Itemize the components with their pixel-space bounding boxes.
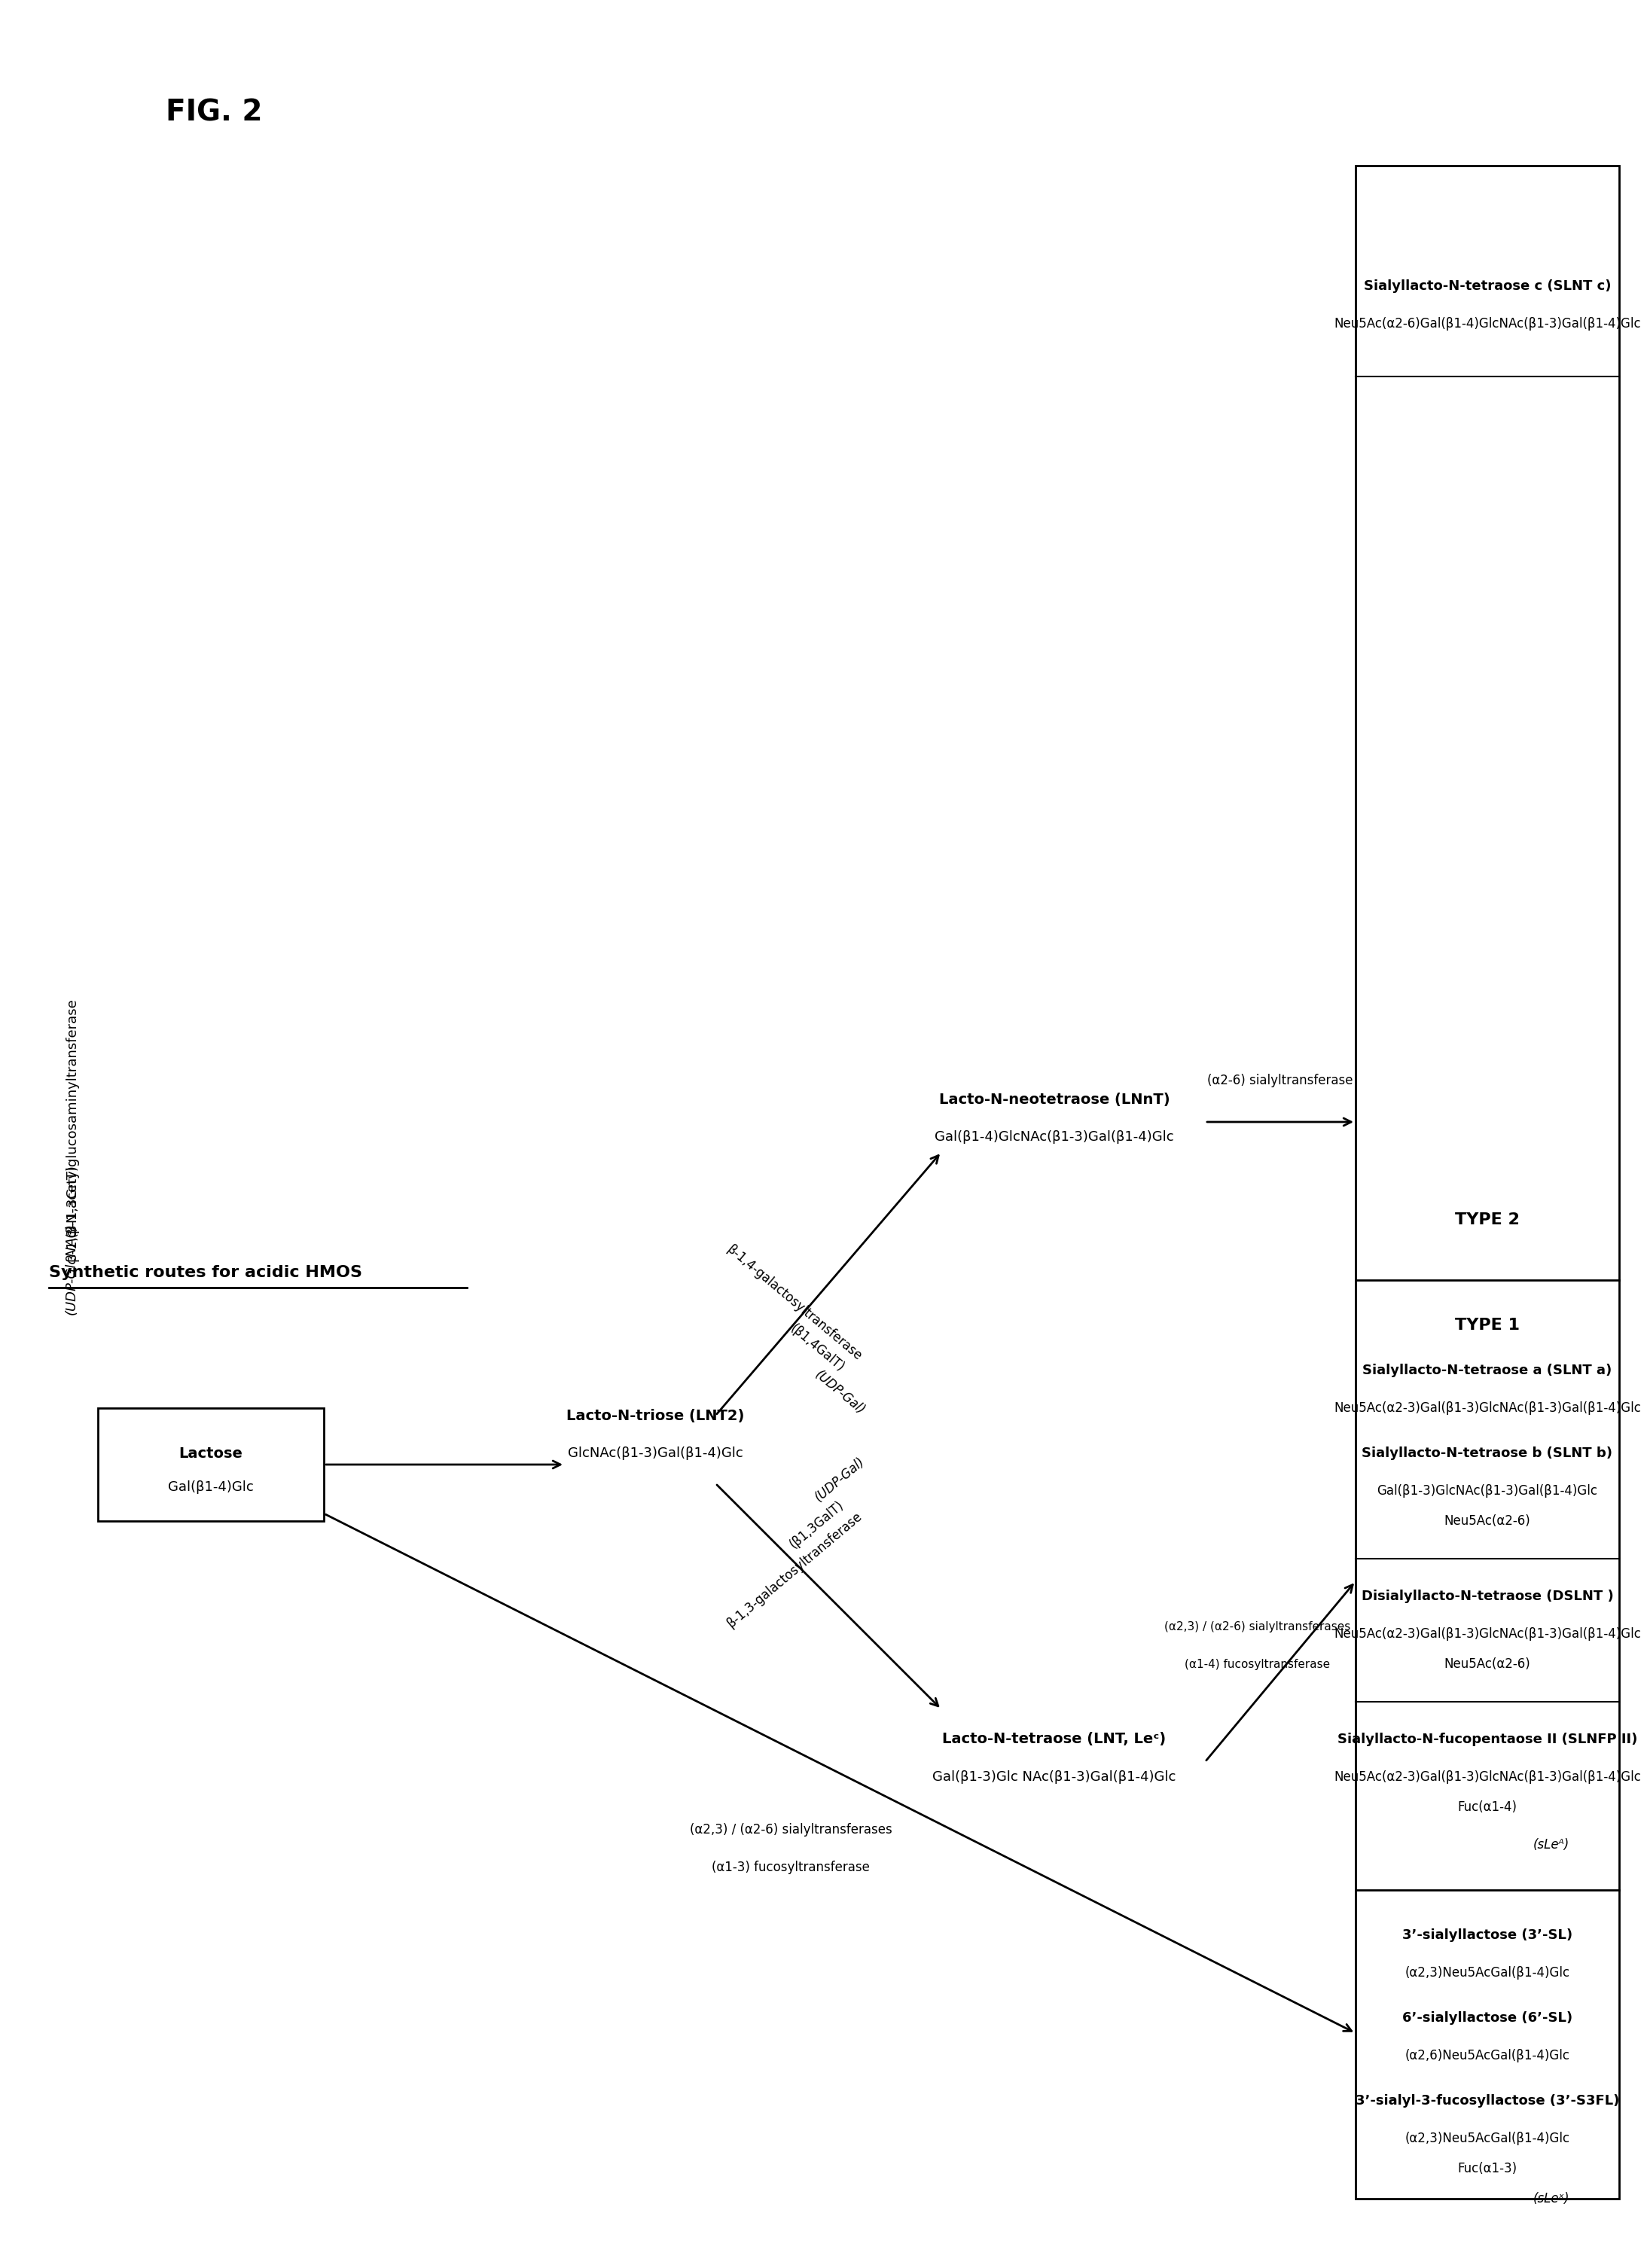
Text: Synthetic routes for acidic HMOS: Synthetic routes for acidic HMOS xyxy=(49,1266,362,1279)
Text: β-1,4-galactosyltransferase: β-1,4-galactosyltransferase xyxy=(725,1243,865,1363)
Text: 3’-sialyl-3-fucosyllactose (3’-S3FL): 3’-sialyl-3-fucosyllactose (3’-S3FL) xyxy=(1355,2093,1619,2107)
Text: (sLeᴬ): (sLeᴬ) xyxy=(1533,1837,1570,1851)
Text: Sialyllacto-N-tetraose b (SLNT b): Sialyllacto-N-tetraose b (SLNT b) xyxy=(1362,1447,1612,1461)
Text: 3’-sialyllactose (3’-SL): 3’-sialyllactose (3’-SL) xyxy=(1402,1928,1573,1941)
Text: Lacto-N-tetraose (LNT, Leᶜ): Lacto-N-tetraose (LNT, Leᶜ) xyxy=(942,1733,1166,1746)
Text: Sialyllacto-N-tetraose c (SLNT c): Sialyllacto-N-tetraose c (SLNT c) xyxy=(1364,279,1611,293)
Text: FIG. 2: FIG. 2 xyxy=(166,98,262,127)
Text: β-1,3-galactosyltransferase: β-1,3-galactosyltransferase xyxy=(725,1510,865,1631)
Text: Lacto-N-triose (LNT2): Lacto-N-triose (LNT2) xyxy=(567,1408,744,1422)
Text: TYPE 1: TYPE 1 xyxy=(1454,1318,1520,1334)
Text: (β-1,3GnT): (β-1,3GnT) xyxy=(64,1163,79,1238)
Text: (UDP-GlcNAc): (UDP-GlcNAc) xyxy=(64,1222,79,1315)
Text: Fuc(α1-4): Fuc(α1-4) xyxy=(1458,1801,1517,1814)
Text: (β1,3GalT): (β1,3GalT) xyxy=(787,1499,847,1551)
Text: Neu5Ac(α2-3)Gal(β1-3)GlcNAc(β1-3)Gal(β1-4)Glc: Neu5Ac(α2-3)Gal(β1-3)GlcNAc(β1-3)Gal(β1-… xyxy=(1334,1626,1640,1640)
Text: Neu5Ac(α2-6)Gal(β1-4)GlcNAc(β1-3)Gal(β1-4)Glc: Neu5Ac(α2-6)Gal(β1-4)GlcNAc(β1-3)Gal(β1-… xyxy=(1334,318,1640,331)
Text: 6’-sialyllactose (6’-SL): 6’-sialyllactose (6’-SL) xyxy=(1402,2012,1573,2025)
Text: (UDP-Gal): (UDP-Gal) xyxy=(812,1368,868,1418)
Text: (α2,3) / (α2-6) sialyltransferases: (α2,3) / (α2-6) sialyltransferases xyxy=(1164,1622,1351,1633)
Text: Gal(β1-4)GlcNAc(β1-3)Gal(β1-4)Glc: Gal(β1-4)GlcNAc(β1-3)Gal(β1-4)Glc xyxy=(935,1129,1174,1143)
Text: β-1,3-N-acetylglucosaminyltransferase: β-1,3-N-acetylglucosaminyltransferase xyxy=(64,998,79,1261)
Text: Gal(β1-4)Glc: Gal(β1-4)Glc xyxy=(168,1481,254,1495)
Text: (α1-4) fucosyltransferase: (α1-4) fucosyltransferase xyxy=(1184,1658,1331,1669)
Text: (α2,3)Neu5AcGal(β1-4)Glc: (α2,3)Neu5AcGal(β1-4)Glc xyxy=(1405,1966,1570,1980)
Text: Sialyllacto-N-tetraose a (SLNT a): Sialyllacto-N-tetraose a (SLNT a) xyxy=(1362,1363,1612,1377)
Text: (α2,3)Neu5AcGal(β1-4)Glc: (α2,3)Neu5AcGal(β1-4)Glc xyxy=(1405,2132,1570,2146)
Text: TYPE 2: TYPE 2 xyxy=(1454,1213,1520,1227)
Text: GlcNAc(β1-3)Gal(β1-4)Glc: GlcNAc(β1-3)Gal(β1-4)Glc xyxy=(568,1447,743,1461)
Text: Lacto-N-neotetraose (LNnT): Lacto-N-neotetraose (LNnT) xyxy=(939,1093,1169,1107)
Bar xyxy=(97,1408,324,1522)
Text: Neu5Ac(α2-3)Gal(β1-3)GlcNAc(β1-3)Gal(β1-4)Glc: Neu5Ac(α2-3)Gal(β1-3)GlcNAc(β1-3)Gal(β1-… xyxy=(1334,1402,1640,1415)
Text: Neu5Ac(α2-6): Neu5Ac(α2-6) xyxy=(1444,1515,1530,1529)
Text: (α2,6)Neu5AcGal(β1-4)Glc: (α2,6)Neu5AcGal(β1-4)Glc xyxy=(1405,2048,1570,2062)
Text: (β1,4GalT): (β1,4GalT) xyxy=(787,1322,847,1374)
Text: (α2-6) sialyltransferase: (α2-6) sialyltransferase xyxy=(1207,1073,1354,1086)
Text: Neu5Ac(α2-3)Gal(β1-3)GlcNAc(β1-3)Gal(β1-4)Glc: Neu5Ac(α2-3)Gal(β1-3)GlcNAc(β1-3)Gal(β1-… xyxy=(1334,1771,1640,1785)
Text: (α2,3) / (α2-6) sialyltransferases: (α2,3) / (α2-6) sialyltransferases xyxy=(690,1823,893,1837)
Text: Disialyllacto-N-tetraose (DSLNT ): Disialyllacto-N-tetraose (DSLNT ) xyxy=(1362,1590,1614,1603)
Text: (UDP-Gal): (UDP-Gal) xyxy=(812,1454,868,1504)
Text: Gal(β1-3)Glc NAc(β1-3)Gal(β1-4)Glc: Gal(β1-3)Glc NAc(β1-3)Gal(β1-4)Glc xyxy=(932,1771,1176,1785)
Text: Fuc(α1-3): Fuc(α1-3) xyxy=(1458,2161,1517,2175)
Text: Neu5Ac(α2-6): Neu5Ac(α2-6) xyxy=(1444,1658,1530,1672)
Text: Gal(β1-3)GlcNAc(β1-3)Gal(β1-4)Glc: Gal(β1-3)GlcNAc(β1-3)Gal(β1-4)Glc xyxy=(1377,1483,1598,1497)
Bar xyxy=(1355,166,1619,2198)
Text: (sLeˣ): (sLeˣ) xyxy=(1533,2191,1570,2204)
Text: Sialyllacto-N-fucopentaose II (SLNFP II): Sialyllacto-N-fucopentaose II (SLNFP II) xyxy=(1337,1733,1637,1746)
Text: Lactose: Lactose xyxy=(180,1447,242,1461)
Text: (α1-3) fucosyltransferase: (α1-3) fucosyltransferase xyxy=(712,1860,870,1873)
